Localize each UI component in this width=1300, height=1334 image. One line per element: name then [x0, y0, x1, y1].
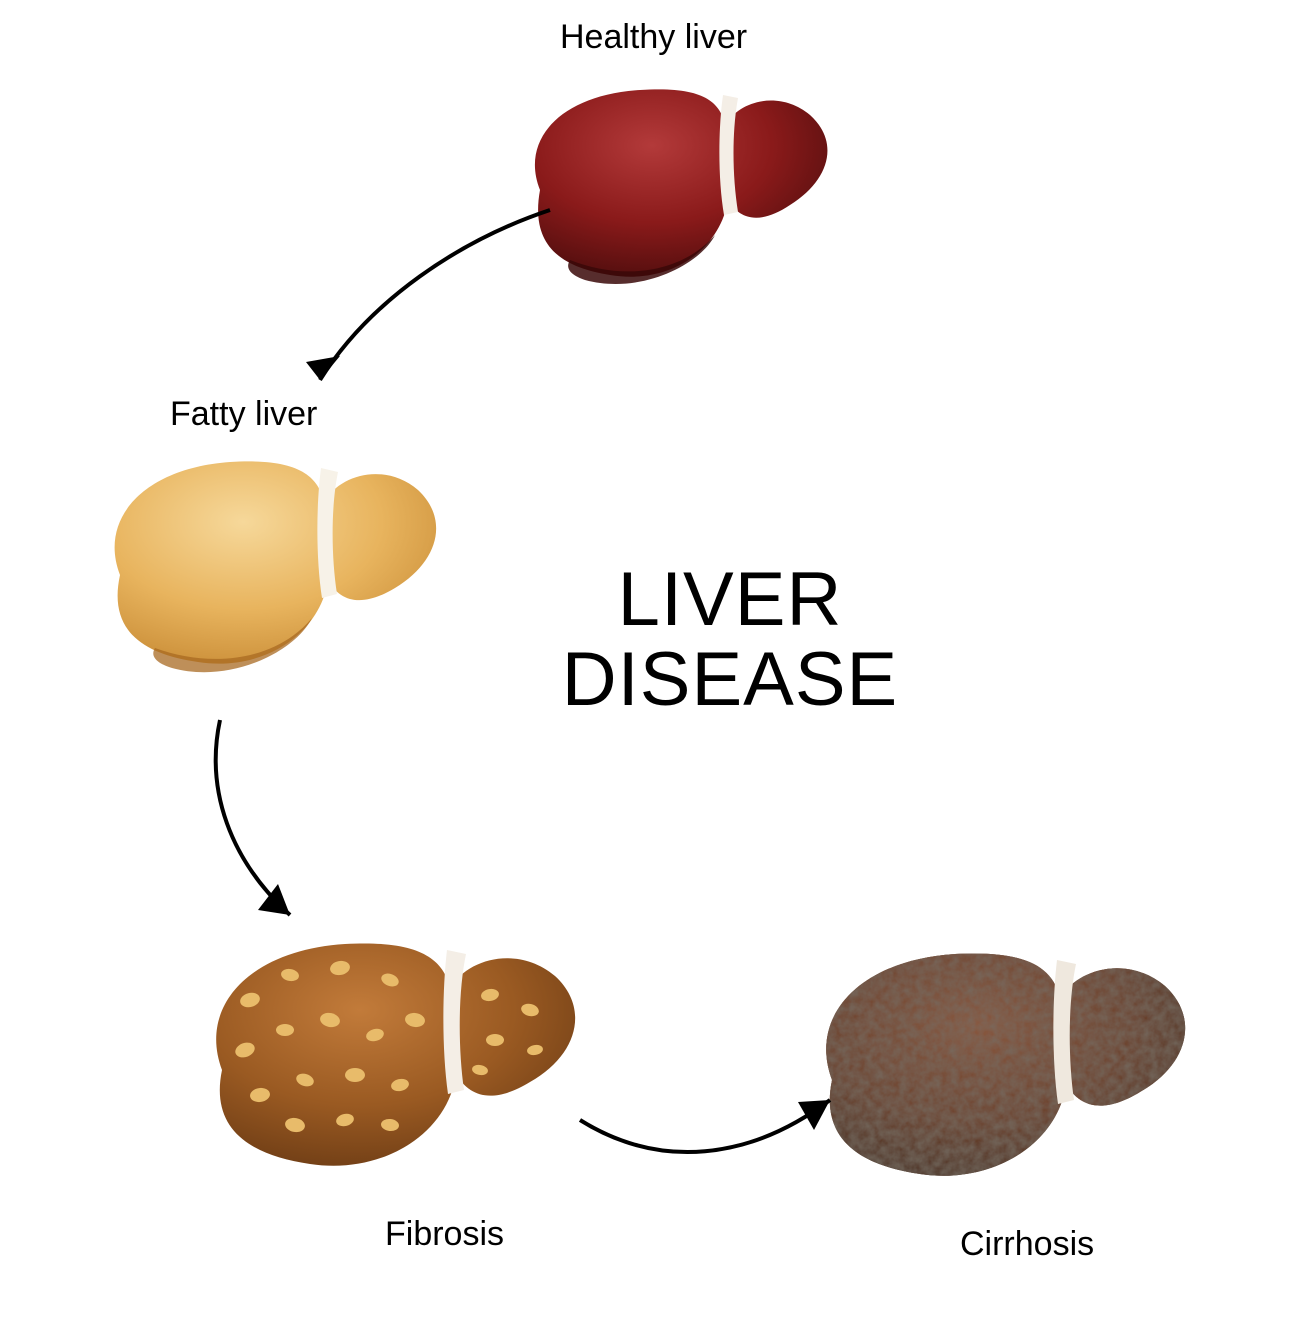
- label-cirrhosis: Cirrhosis: [960, 1225, 1094, 1264]
- diagram-stage: LIVER DISEASE Healthy liver Fatty liver …: [0, 0, 1300, 1334]
- liver-cirrhosis-icon: [800, 930, 1200, 1205]
- center-title-line2: DISEASE: [562, 637, 898, 722]
- liver-fibrosis-icon: [190, 920, 590, 1195]
- center-title: LIVER DISEASE: [560, 560, 900, 720]
- label-healthy: Healthy liver: [560, 18, 747, 57]
- center-title-line1: LIVER: [618, 557, 843, 642]
- liver-fatty-icon: [90, 440, 450, 690]
- arrow-fatty-to-fibrosis-icon: [200, 720, 380, 940]
- label-fatty: Fatty liver: [170, 395, 317, 434]
- label-fibrosis: Fibrosis: [385, 1215, 504, 1254]
- arrow-fibrosis-to-cirrhosis-icon: [580, 1060, 850, 1190]
- arrow-healthy-to-fatty-icon: [300, 200, 560, 410]
